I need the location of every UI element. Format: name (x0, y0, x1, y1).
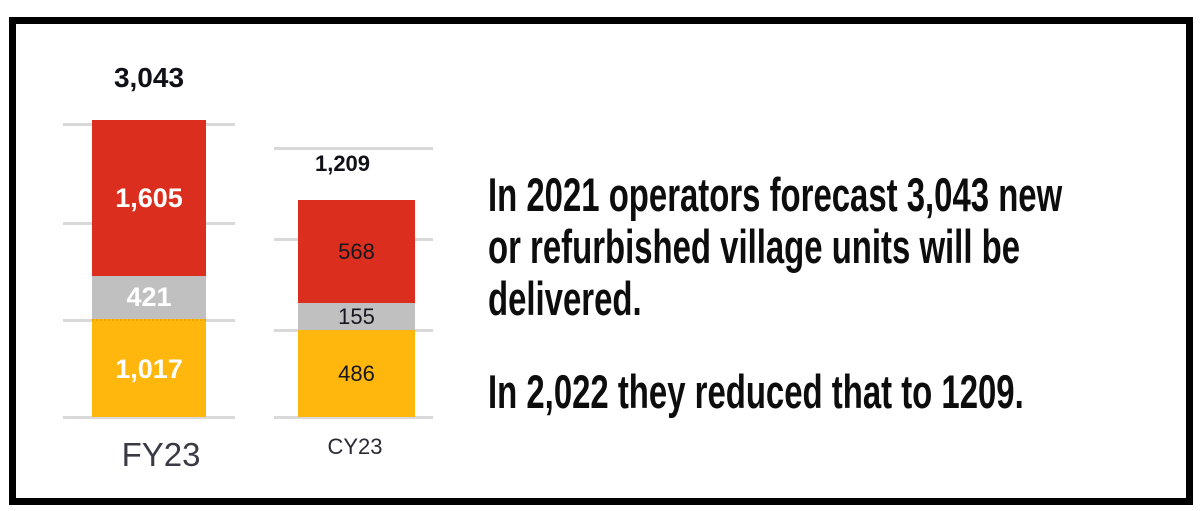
segment-value-label: 421 (126, 282, 172, 312)
gridline (63, 416, 235, 419)
annotation-line: or refurbished village units will be (488, 220, 1020, 273)
fy23-red-segment: 1,605 (92, 120, 206, 276)
fy23-total-label: 3,043 (113, 62, 185, 93)
fy23-yellow-segment: 1,017 (92, 319, 206, 417)
cy23-axis-label: CY23 (327, 434, 383, 459)
fy23-axis-label: FY23 (121, 436, 201, 473)
annotation-line: In 2021 operators forecast 3,043 new (488, 168, 1063, 221)
annotation-line: In 2,022 they reduced that to 1209. (488, 365, 1024, 418)
segment-value-label: 155 (338, 303, 375, 329)
cy23-red-segment: 568 (298, 200, 415, 303)
cy23-gray-segment: 155 (298, 303, 415, 330)
fy23-gray-segment: 421 (92, 276, 206, 319)
cy23-yellow-segment: 486 (298, 330, 415, 417)
gridline (274, 147, 433, 150)
gridline (274, 416, 433, 419)
annotation-line: delivered. (488, 272, 642, 325)
segment-value-label: 1,605 (115, 182, 183, 213)
cy23-total-label: 1,209 (314, 151, 371, 176)
segment-value-label: 486 (338, 360, 375, 386)
segment-value-label: 568 (338, 238, 375, 264)
segment-value-label: 1,017 (115, 353, 183, 384)
slide-border (9, 17, 1193, 505)
